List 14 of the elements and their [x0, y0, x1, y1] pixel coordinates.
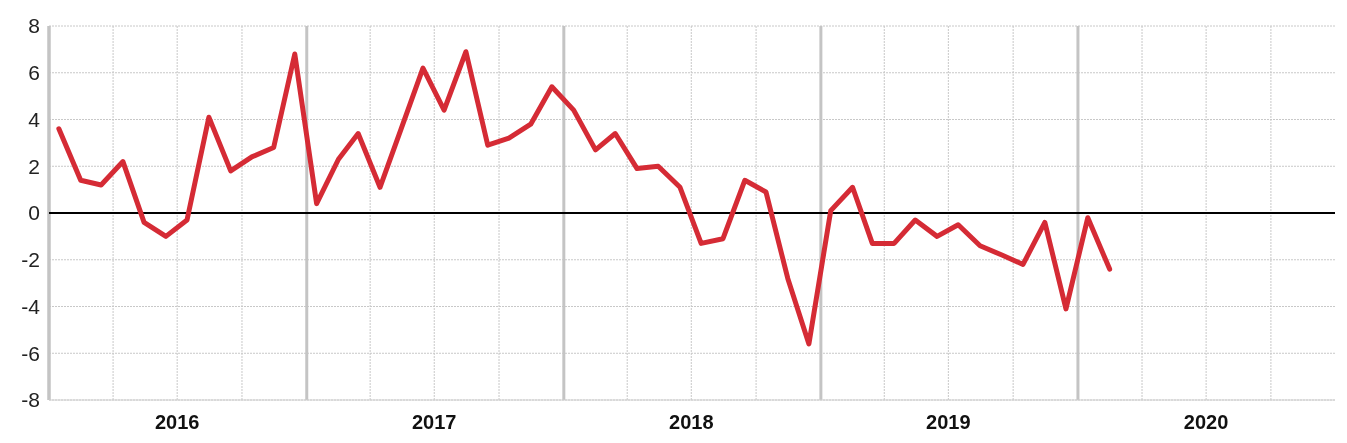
- x-tick-label: 2019: [926, 411, 971, 433]
- y-tick-label: 4: [28, 107, 41, 131]
- y-tick-label: 2: [28, 154, 40, 178]
- x-tick-label: 2016: [154, 411, 200, 433]
- y-tick-label: 0: [28, 201, 40, 225]
- y-tick-label: -2: [21, 248, 40, 272]
- y-tick-label: 6: [28, 61, 40, 85]
- x-tick-label: 2017: [411, 411, 457, 433]
- y-tick-label: -4: [21, 294, 41, 318]
- x-tick-label: 2020: [1183, 411, 1229, 433]
- y-tick-label: 8: [28, 14, 40, 38]
- y-tick-label: -6: [21, 341, 40, 365]
- x-tick-label: 2018: [669, 411, 714, 433]
- y-tick-label: -8: [21, 388, 40, 412]
